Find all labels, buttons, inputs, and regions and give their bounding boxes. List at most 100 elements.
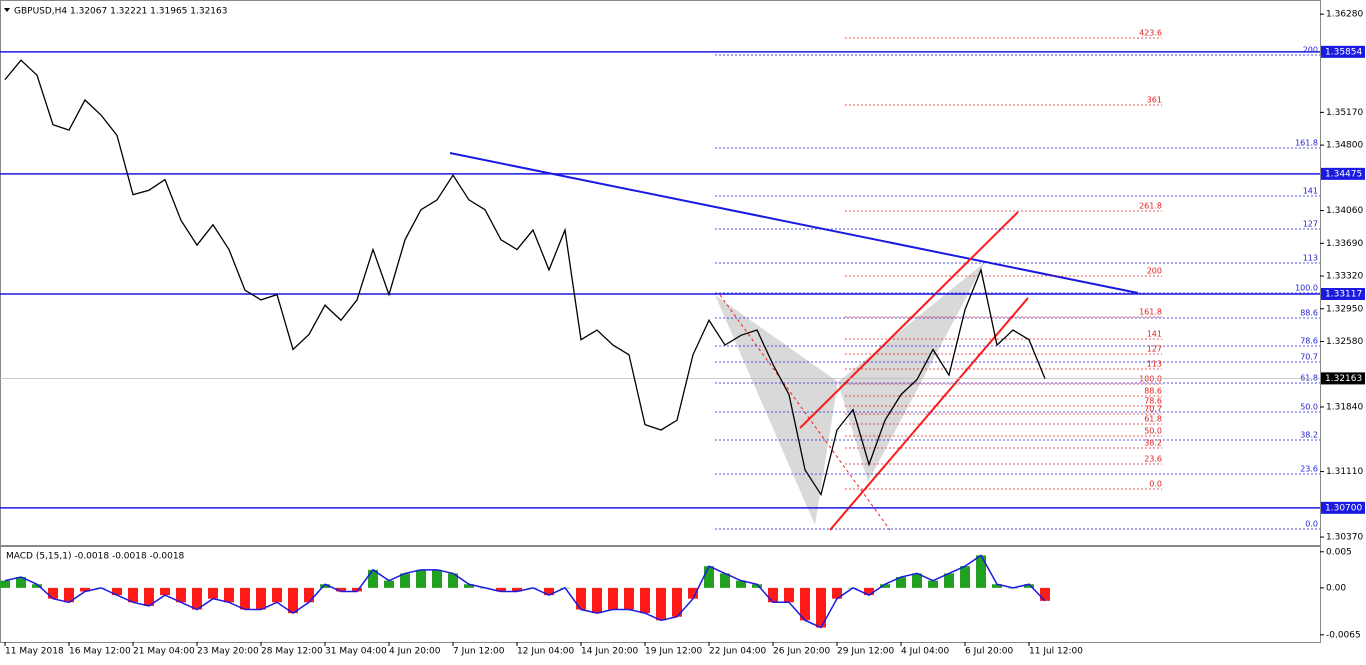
macd-bar [896, 577, 906, 588]
macd-bar [352, 587, 362, 592]
macd-bar [16, 577, 26, 588]
y-tick-label: 1.32580 [1326, 337, 1363, 347]
macd-bar [32, 584, 42, 588]
x-tick-label: 6 Jul 20:00 [965, 647, 1014, 657]
x-tick-label: 11 May 2018 [5, 647, 64, 657]
x-tick-label: 28 May 12:00 [261, 647, 323, 657]
macd-bar [912, 573, 922, 588]
level-tag [1321, 45, 1365, 58]
x-tick-label: 31 May 04:00 [325, 647, 387, 657]
macd-bar [384, 580, 394, 588]
macd-bar [64, 587, 74, 603]
y-tick-label: -0.0065 [1326, 630, 1361, 640]
y-tick-label: 1.34800 [1326, 141, 1363, 151]
macd-bar [336, 587, 346, 592]
fib-label: 38.2 [1144, 439, 1162, 448]
macd-panel [0, 546, 1321, 643]
y-tick-label: 1.30370 [1326, 533, 1363, 543]
x-tick-label: 23 May 20:00 [197, 647, 259, 657]
price-panel [0, 0, 1321, 546]
fib-label: 161.8 [1139, 308, 1162, 317]
macd-bar [960, 566, 970, 588]
macd-bar [176, 587, 186, 603]
channel-line [799, 211, 1019, 429]
fib-label: 200 [1303, 46, 1318, 55]
macd-bar [880, 584, 890, 588]
fib-label: 161.8 [1295, 139, 1318, 148]
x-tick-label: 26 Jun 20:00 [773, 647, 830, 657]
macd-bar [48, 587, 58, 599]
macd-bar [1024, 584, 1034, 588]
fib-label: 78.6 [1144, 397, 1162, 406]
fib-label: 141 [1147, 330, 1162, 339]
fib-label: 38.2 [1300, 431, 1318, 440]
macd-bar [400, 573, 410, 588]
macd-bar [944, 573, 954, 588]
macd-bar [752, 584, 762, 588]
macd-bar [736, 580, 746, 588]
macd-bar [704, 566, 714, 588]
y-tick-label: 1.36280 [1326, 10, 1363, 20]
level-tag [1321, 287, 1365, 300]
macd-bar [192, 587, 202, 610]
fib-label: 100.0 [1139, 375, 1162, 384]
macd-bar [320, 584, 330, 588]
level-label: 1.35854 [1325, 47, 1362, 57]
last-price-tag [1321, 372, 1365, 385]
macd-bar [816, 587, 826, 628]
fib-label: 61.8 [1144, 415, 1162, 424]
macd-bar [304, 587, 314, 603]
macd-bar [512, 587, 522, 592]
macd-bar [432, 569, 442, 588]
macd-bar [80, 587, 90, 592]
macd-bar [160, 587, 170, 596]
level-label: 1.33117 [1325, 289, 1362, 299]
fib-label: 100.0 [1295, 284, 1318, 293]
y-tick-label: 1.33690 [1326, 239, 1363, 249]
macd-bar [928, 580, 938, 588]
macd-bar [576, 587, 586, 610]
y-tick-label: 1.31110 [1326, 467, 1363, 477]
macd-bar [288, 587, 298, 614]
fib-label: 200 [1147, 267, 1162, 276]
fib-label: 70.7 [1300, 353, 1318, 362]
y-tick-label: 1.35170 [1326, 108, 1363, 118]
y-tick-label: 1.32950 [1326, 304, 1363, 314]
x-tick-label: 12 Jun 04:00 [517, 647, 574, 657]
menu-arrow[interactable] [4, 8, 10, 12]
macd-bar [208, 587, 218, 599]
macd-title: MACD (5,15,1) -0.0018 -0.0018 -0.0018 [6, 552, 185, 562]
macd-bar [448, 573, 458, 588]
macd-bar [592, 587, 602, 614]
fib-label: 141 [1303, 187, 1318, 196]
x-tick-label: 29 Jun 12:00 [837, 647, 894, 657]
pattern-shape [838, 262, 985, 482]
macd-bar [640, 587, 650, 614]
fib-label: 423.6 [1139, 29, 1162, 38]
macd-bar [624, 587, 634, 610]
fib-label: 50.0 [1300, 403, 1318, 412]
level-label: 1.34475 [1325, 169, 1362, 179]
fib-label: 23.6 [1300, 465, 1318, 474]
macd-bar [672, 587, 682, 617]
fib-label: 88.6 [1144, 387, 1162, 396]
level-tag [1321, 167, 1365, 180]
fib-label: 0.0 [1305, 520, 1318, 529]
macd-bar [368, 569, 378, 588]
x-tick-label: 4 Jun 20:00 [389, 647, 441, 657]
fib-label: 88.6 [1300, 309, 1318, 318]
macd-bar [544, 587, 554, 596]
macd-bar [608, 587, 618, 610]
x-tick-label: 22 Jun 04:00 [709, 647, 766, 657]
macd-bar [112, 587, 122, 596]
macd-bar [464, 584, 474, 588]
y-tick-label: 0.005 [1326, 547, 1352, 557]
macd-bar [224, 587, 234, 603]
fib-label: 127 [1147, 345, 1162, 354]
fib-label: 113 [1303, 254, 1318, 263]
macd-bar [784, 587, 794, 603]
macd-bar [976, 555, 986, 588]
fib-label: 127 [1303, 220, 1318, 229]
